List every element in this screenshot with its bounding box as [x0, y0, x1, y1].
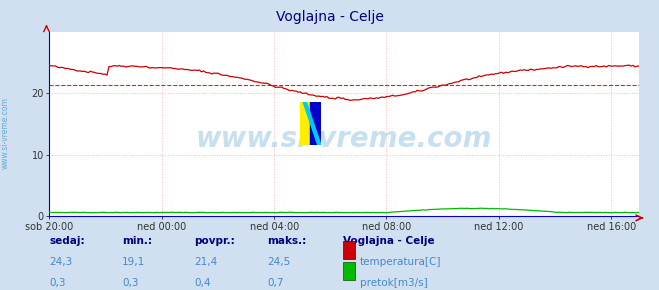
Text: povpr.:: povpr.: [194, 236, 235, 246]
Text: pretok[m3/s]: pretok[m3/s] [360, 278, 428, 288]
Text: temperatura[C]: temperatura[C] [360, 257, 442, 267]
Text: 0,7: 0,7 [267, 278, 283, 288]
Text: www.si-vreme.com: www.si-vreme.com [1, 97, 10, 169]
Text: min.:: min.: [122, 236, 152, 246]
Text: 21,4: 21,4 [194, 257, 217, 267]
Text: 0,3: 0,3 [122, 278, 138, 288]
Text: sedaj:: sedaj: [49, 236, 85, 246]
Text: 0,3: 0,3 [49, 278, 66, 288]
Text: 0,4: 0,4 [194, 278, 211, 288]
Text: www.si-vreme.com: www.si-vreme.com [196, 125, 492, 153]
Bar [310, 102, 321, 145]
Polygon shape [303, 102, 321, 145]
Text: 19,1: 19,1 [122, 257, 145, 267]
Text: 24,5: 24,5 [267, 257, 290, 267]
Bar [300, 102, 310, 145]
Text: Voglajna - Celje: Voglajna - Celje [275, 10, 384, 24]
Text: Voglajna - Celje: Voglajna - Celje [343, 236, 434, 246]
Text: 24,3: 24,3 [49, 257, 72, 267]
Text: maks.:: maks.: [267, 236, 306, 246]
